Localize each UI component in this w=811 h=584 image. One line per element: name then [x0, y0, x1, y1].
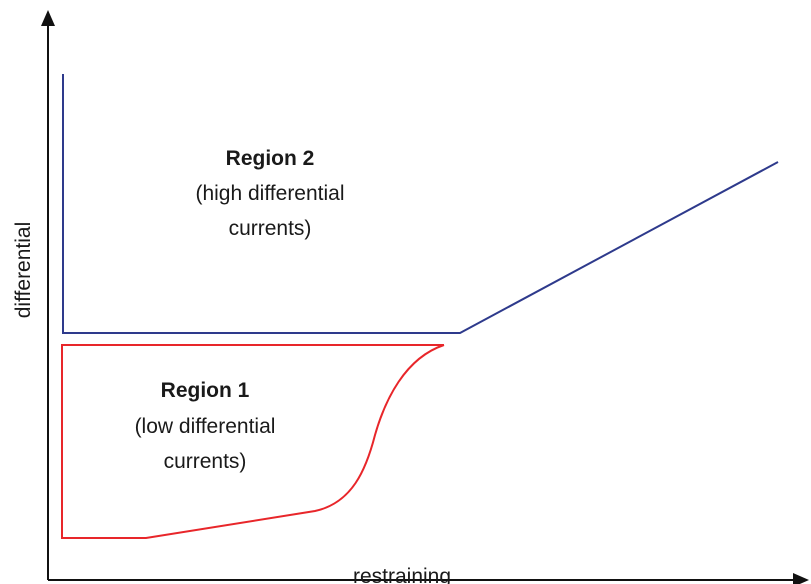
- x-axis-arrow-icon: [793, 573, 809, 584]
- region2-boundary-line: [62, 74, 779, 334]
- y-axis-arrow-icon: [41, 10, 55, 26]
- region1-description-line1: (low differential: [135, 415, 276, 438]
- region2-description-line2: currents): [229, 217, 312, 240]
- x-axis-label: restraining: [353, 565, 451, 584]
- region1-title: Region 1: [161, 379, 250, 402]
- region1-boundary-line: [61, 344, 445, 539]
- region2-title: Region 2: [226, 147, 315, 170]
- y-axis-label: differential: [12, 222, 35, 319]
- region1-description-line2: currents): [164, 450, 247, 473]
- axes: [41, 10, 809, 584]
- region2-description-line1: (high differential: [195, 182, 344, 205]
